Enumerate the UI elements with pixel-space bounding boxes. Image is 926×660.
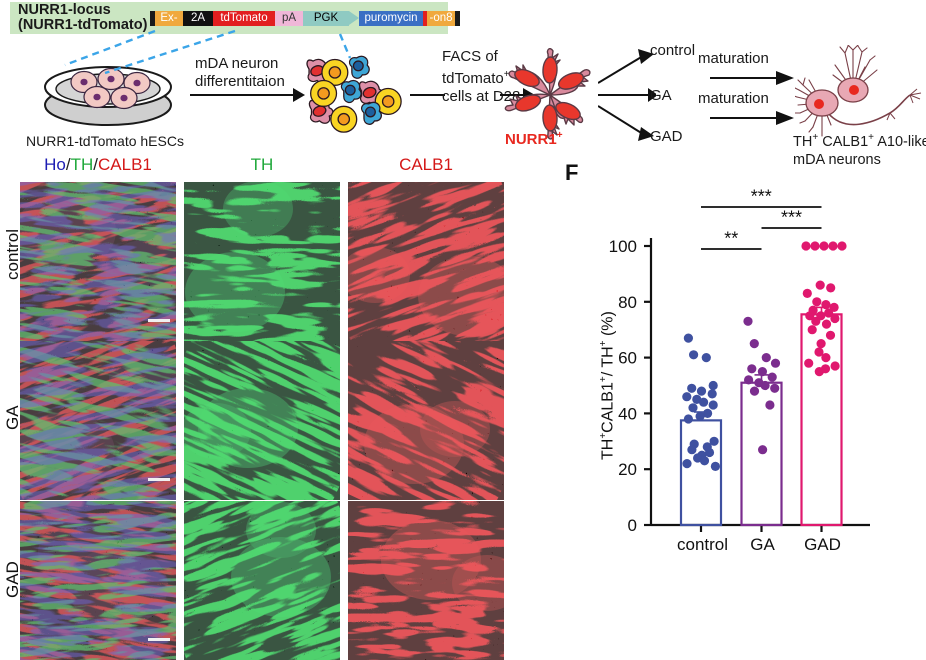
- svg-text:**: **: [724, 229, 738, 249]
- svg-text:0: 0: [628, 516, 637, 535]
- svg-text:100: 100: [609, 237, 637, 256]
- svg-text:***: ***: [781, 208, 802, 228]
- svg-text:40: 40: [618, 404, 637, 423]
- svg-text:80: 80: [618, 293, 637, 312]
- svg-text:20: 20: [618, 460, 637, 479]
- svg-text:***: ***: [751, 187, 772, 207]
- svg-text:60: 60: [618, 349, 637, 368]
